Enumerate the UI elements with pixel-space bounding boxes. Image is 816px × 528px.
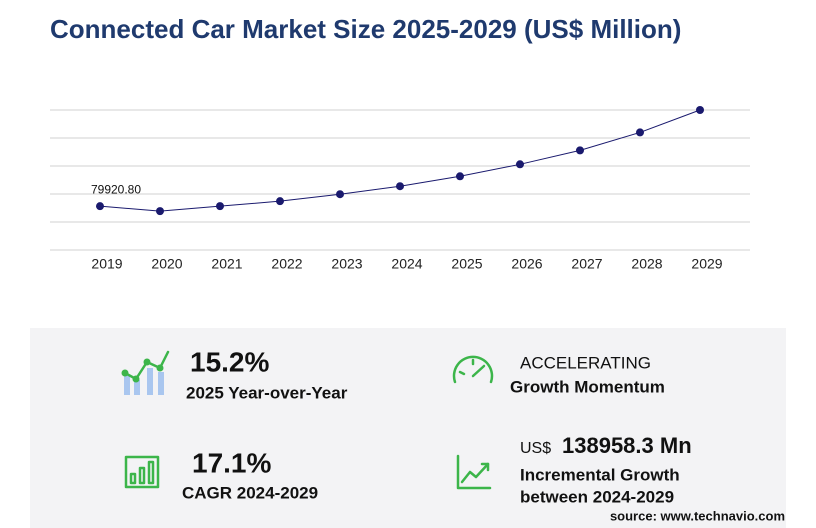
icon-chart xyxy=(124,455,160,489)
x-tick-label: 2028 xyxy=(631,256,662,272)
marker xyxy=(516,160,524,169)
x-tick-label: 2020 xyxy=(151,256,182,272)
plot: 2019 2020 2021 2022 2023 2024 2025 2026 2027 2028… xyxy=(50,106,750,272)
stat-title: ACCELERATING xyxy=(520,353,651,372)
marker xyxy=(336,190,344,199)
stat-prefix: US$ xyxy=(520,440,551,457)
x-tick-label: 2023 xyxy=(331,256,362,272)
stat-value: 15.2% xyxy=(190,346,269,377)
chart-title: Connected Car Market Size 2025-2029 (US$… xyxy=(50,14,681,44)
marker xyxy=(576,146,584,155)
marker xyxy=(396,182,404,191)
marker xyxy=(156,207,164,216)
x-tick-label: 2022 xyxy=(271,256,302,272)
x-tick-label: 2026 xyxy=(511,256,542,272)
x-tick-label: 2024 xyxy=(391,256,422,272)
x-tick-label: 2027 xyxy=(571,256,602,272)
value-label: 79920.80 xyxy=(91,182,141,196)
line xyxy=(99,109,701,212)
stats-panel xyxy=(30,328,786,528)
x-tick-label: 2025 xyxy=(451,256,482,272)
marker xyxy=(96,202,104,211)
stat-label: CAGR 2024-2029 xyxy=(182,483,318,502)
stat-value: 138958.3 Mn xyxy=(562,433,692,458)
stat-label: between 2024-2029 xyxy=(520,487,674,506)
x-tick-label: 2019 xyxy=(91,256,122,272)
icon-growth xyxy=(456,454,492,490)
marker xyxy=(696,106,704,114)
stat-label: Growth Momentum xyxy=(510,377,665,396)
icon-gauge xyxy=(452,355,494,384)
stat-label: 2025 Year-over-Year xyxy=(186,383,348,402)
icon-bars xyxy=(121,350,170,395)
stat-label: Incremental Growth xyxy=(520,465,680,484)
x-tick-label: 2029 xyxy=(691,256,722,272)
marker xyxy=(276,197,284,206)
marker xyxy=(216,202,224,211)
source: source: www.technavio.com xyxy=(610,508,785,523)
marker xyxy=(456,172,464,181)
stat-value: 17.1% xyxy=(192,447,271,478)
marker xyxy=(636,128,644,137)
x-tick-label: 2021 xyxy=(211,256,242,272)
